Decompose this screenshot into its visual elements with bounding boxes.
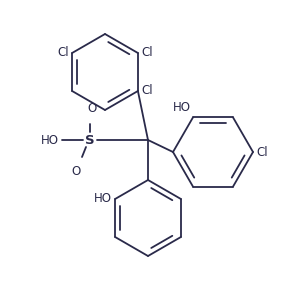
Text: Cl: Cl	[57, 47, 69, 60]
Text: O: O	[87, 102, 97, 115]
Text: Cl: Cl	[141, 85, 153, 98]
Text: Cl: Cl	[256, 146, 268, 158]
Text: Cl: Cl	[141, 47, 153, 60]
Text: HO: HO	[41, 133, 59, 147]
Text: O: O	[71, 165, 81, 178]
Text: HO: HO	[94, 193, 112, 206]
Text: HO: HO	[173, 101, 191, 114]
Text: S: S	[85, 133, 95, 147]
